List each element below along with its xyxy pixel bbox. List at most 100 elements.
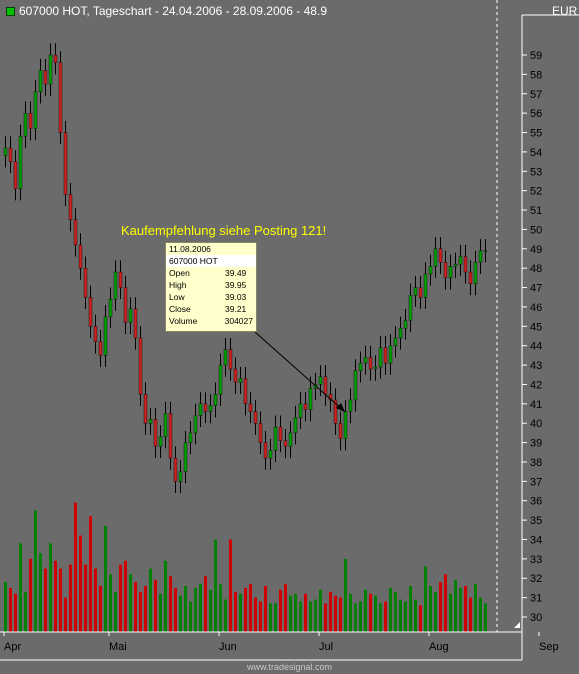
candle-body — [413, 287, 418, 296]
candle-body — [173, 457, 178, 482]
volume-bar — [74, 502, 77, 632]
candle-body — [208, 405, 213, 412]
tooltip-label: Close — [169, 304, 191, 314]
candle-body — [298, 403, 303, 418]
candle-body — [398, 328, 403, 339]
tooltip-symbol: 607000 HOT — [166, 255, 256, 267]
footer-watermark: www.tradesignal.com — [246, 662, 333, 672]
volume-bar — [89, 516, 92, 632]
candle-body — [158, 436, 163, 447]
candle-body — [248, 403, 253, 412]
volume-bar — [29, 558, 32, 632]
tooltip-value: 304027 — [224, 316, 253, 326]
volume-bar — [459, 587, 462, 632]
candle-body — [308, 388, 313, 410]
candle-body — [368, 357, 373, 370]
volume-bar — [274, 603, 277, 632]
volume-bar — [169, 576, 172, 632]
candle-body — [443, 262, 448, 279]
candle-body — [458, 256, 463, 265]
candle-body — [338, 423, 343, 439]
volume-bar — [464, 585, 467, 632]
volume-bar — [39, 553, 42, 632]
volume-bar — [254, 597, 257, 632]
candle-body — [288, 432, 293, 447]
candle-body — [228, 349, 233, 370]
volume-bar — [284, 584, 287, 632]
volume-bar — [84, 564, 87, 632]
candle-body — [258, 423, 263, 443]
volume-bar — [184, 585, 187, 632]
volume-bar — [64, 597, 67, 632]
y-tick-label: 43 — [530, 360, 542, 372]
y-tick-label: 59 — [530, 50, 542, 62]
candle-body — [293, 417, 298, 434]
candle-body — [323, 376, 328, 395]
chart-title: 607000 HOT, Tageschart - 24.04.2006 - 28… — [19, 4, 327, 18]
volume-bar — [149, 568, 152, 632]
y-tick-label: 35 — [530, 515, 542, 527]
volume-bar — [119, 564, 122, 632]
candle-body — [343, 411, 348, 439]
y-tick-label: 32 — [530, 573, 542, 585]
volume-bar — [189, 601, 192, 632]
volume-bar — [144, 585, 147, 632]
x-tick-label: Jul — [319, 641, 333, 653]
y-tick-label: 55 — [530, 128, 542, 140]
candle-body — [273, 426, 278, 451]
candle-body — [63, 132, 68, 195]
volume-bar — [424, 566, 427, 632]
candle-body — [18, 136, 23, 189]
volume-bar — [214, 539, 217, 632]
volume-bar — [19, 543, 22, 632]
volume-bar — [249, 584, 252, 632]
volume-bar — [14, 593, 17, 632]
candle-body — [358, 362, 363, 372]
candle-body — [33, 91, 38, 129]
candle-body — [213, 393, 218, 406]
volume-bar — [289, 595, 292, 632]
y-tick-label: 31 — [530, 593, 542, 605]
volume-bar — [4, 582, 7, 632]
candle-body — [233, 368, 238, 383]
currency-label: EUR — [552, 4, 578, 18]
volume-bar — [314, 599, 317, 632]
x-tick-label: Mai — [109, 641, 127, 653]
volume-bar — [139, 591, 142, 632]
volume-bar — [129, 574, 132, 632]
candle-body — [38, 70, 43, 93]
candle-body — [98, 341, 103, 356]
volume-bar — [479, 597, 482, 632]
tooltip-value: 39.95 — [225, 280, 247, 290]
annotation-text: Kaufempfehlung siehe Posting 121! — [121, 223, 327, 238]
volume-bar — [204, 576, 207, 632]
volume-bar — [44, 568, 47, 632]
volume-bar — [9, 587, 12, 632]
volume-bar — [94, 568, 97, 632]
candle-body — [138, 337, 143, 395]
y-tick-label: 30 — [530, 612, 542, 624]
y-tick-label: 57 — [530, 89, 542, 101]
y-tick-label: 42 — [530, 379, 542, 391]
volume-bar — [299, 601, 302, 632]
volume-bar — [34, 510, 37, 632]
x-tick-label: Sep — [539, 641, 559, 653]
candle-body — [333, 399, 338, 424]
candle-body — [473, 262, 478, 284]
y-tick-label: 45 — [530, 321, 542, 333]
x-tick-label: Jun — [219, 641, 237, 653]
tooltip-row-low: Low 39.03 — [166, 291, 256, 303]
tooltip-row-volume: Volume 304027 — [166, 315, 256, 327]
candle-body — [3, 147, 8, 156]
volume-bar — [269, 603, 272, 632]
volume-bar — [379, 603, 382, 632]
tooltip-date: 11.08.2006 — [169, 244, 211, 254]
volume-bar — [364, 589, 367, 632]
candle-body — [178, 471, 183, 482]
candle-body — [123, 287, 128, 323]
candle-body — [8, 147, 13, 162]
volume-bar — [339, 597, 342, 632]
y-tick-label: 39 — [530, 438, 542, 450]
volume-bar — [399, 599, 402, 632]
candle-body — [243, 378, 248, 405]
